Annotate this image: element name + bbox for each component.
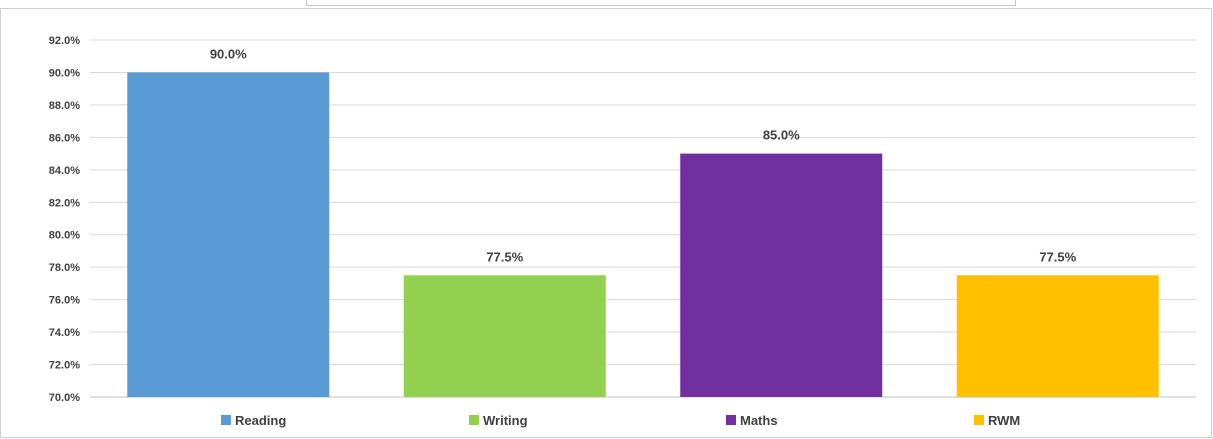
y-tick-label: 74.0%	[49, 327, 80, 339]
y-tick-label: 78.0%	[49, 262, 80, 274]
legend-label-maths: Maths	[740, 413, 778, 428]
legend-swatch-reading	[221, 415, 231, 425]
data-label: 77.5%	[486, 249, 523, 264]
y-tick-label: 86.0%	[49, 132, 80, 144]
data-label: 90.0%	[210, 46, 247, 61]
bar-reading	[127, 72, 330, 398]
y-tick-label: 70.0%	[49, 392, 80, 404]
legend-label-writing: Writing	[483, 413, 528, 428]
chart-border	[0, 8, 1212, 438]
bar-maths	[680, 153, 883, 397]
header-strip	[306, 0, 1016, 6]
legend-swatch-writing	[469, 415, 479, 425]
y-tick-label: 90.0%	[49, 67, 80, 79]
legend-swatch-rwm	[974, 415, 984, 425]
bar-writing	[403, 275, 606, 397]
legend-swatch-maths	[726, 415, 736, 425]
y-tick-label: 82.0%	[49, 197, 80, 209]
y-tick-label: 80.0%	[49, 230, 80, 242]
y-tick-label: 88.0%	[49, 100, 80, 112]
data-label: 77.5%	[1039, 249, 1076, 264]
bar-rwm	[956, 275, 1159, 397]
legend-label-reading: Reading	[235, 413, 286, 428]
y-tick-label: 84.0%	[49, 165, 80, 177]
y-tick-label: 76.0%	[49, 295, 80, 307]
y-tick-label: 92.0%	[49, 35, 80, 47]
y-tick-label: 72.0%	[49, 360, 80, 372]
data-label: 85.0%	[763, 128, 800, 143]
legend-label-rwm: RWM	[988, 413, 1020, 428]
